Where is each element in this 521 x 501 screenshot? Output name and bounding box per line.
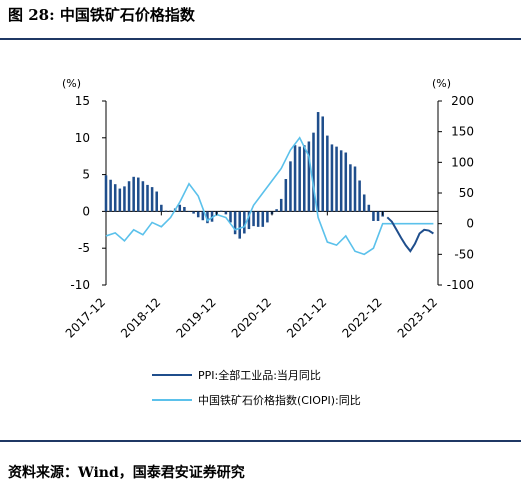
ppi-bar: [206, 211, 209, 224]
ppi-bar: [210, 211, 214, 222]
ppi-bar: [252, 211, 255, 227]
ppi-bar: [150, 187, 154, 212]
ppi-bars: [104, 112, 384, 239]
series-lines: [105, 136, 434, 256]
x-tick-label: 2019-12: [173, 295, 218, 340]
ppi-bar: [132, 176, 135, 212]
right-tick-label: 150: [451, 125, 474, 139]
x-axis-ticks: 2017-12 2018-12 2019-12 2020-12 2021-12 2022-…: [63, 211, 440, 341]
ppi-bar: [201, 211, 205, 221]
ppi-bar: [284, 179, 288, 212]
left-tick-label: -10: [70, 278, 90, 292]
ppi-bar: [279, 198, 283, 212]
ppi-bar: [266, 211, 269, 223]
ppi-bar: [349, 164, 352, 212]
ppi-bar: [196, 211, 200, 218]
ppi-bar: [358, 180, 361, 212]
ciopi-line: [105, 136, 434, 256]
ppi-line: [386, 216, 434, 253]
ppi-bar: [289, 161, 292, 212]
ppi-bar: [326, 135, 329, 212]
legend-label-ppi: PPI:全部工业品:当月同比: [198, 368, 321, 382]
right-tick-label: 100: [451, 155, 474, 169]
ppi-bar: [293, 145, 297, 212]
ppi-bar: [312, 132, 315, 212]
left-tick-label: 10: [75, 131, 90, 145]
ppi-bar: [141, 181, 145, 212]
right-tick-label: -100: [447, 278, 474, 292]
figure-title: 图 28: 中国铁矿石价格指数: [8, 6, 195, 24]
ppi-bar: [362, 194, 366, 212]
ppi-bar: [376, 211, 380, 221]
ppi-bar: [275, 209, 278, 212]
left-tick-label: -5: [78, 241, 90, 255]
ppi-bar: [233, 211, 237, 235]
right-tick-label: 0: [466, 217, 474, 231]
ppi-bar: [316, 112, 320, 212]
right-axis-ticks: 200 150 100 50 0 -50 -100: [438, 94, 474, 292]
ppi-bar: [155, 191, 158, 212]
ppi-bar: [229, 211, 232, 223]
ppi-bar: [238, 211, 241, 239]
legend-label-ciopi: 中国铁矿石价格指数(CIOPI):同比: [198, 393, 361, 407]
bottom-rule: [0, 440, 521, 442]
left-tick-label: 0: [82, 204, 90, 218]
ppi-bar: [321, 116, 324, 212]
x-tick-label: 2017-12: [63, 295, 108, 340]
ppi-bar: [183, 206, 186, 212]
left-tick-label: 5: [82, 168, 90, 182]
left-tick-label: 15: [75, 94, 90, 108]
ppi-bar: [146, 184, 149, 212]
ppi-bar: [243, 211, 246, 234]
ppi-bar: [192, 211, 195, 214]
x-tick-label: 2020-12: [229, 295, 274, 340]
ppi-bar: [178, 204, 182, 212]
ppi-bar: [372, 211, 375, 221]
right-axis-unit: (%): [432, 77, 451, 90]
ppi-bar: [160, 204, 163, 212]
ppi-bar: [164, 210, 168, 212]
right-tick-label: -50: [454, 247, 474, 261]
x-tick-label: 2022-12: [339, 295, 384, 340]
ppi-bar: [224, 211, 228, 215]
ppi-bar: [113, 184, 117, 212]
ppi-bar: [330, 144, 334, 212]
ppi-bar: [118, 188, 122, 212]
ppi-bar: [137, 177, 140, 212]
top-rule: [0, 38, 521, 40]
x-tick-label: 2018-12: [118, 295, 163, 340]
ppi-bar: [169, 210, 172, 212]
ppi-bar: [353, 166, 357, 212]
ppi-bar: [220, 210, 223, 212]
ppi-bar: [339, 150, 343, 212]
ppi-bar: [256, 211, 260, 227]
x-tick-label: 2023-12: [395, 295, 440, 340]
ppi-bar: [261, 211, 265, 227]
ppi-bar: [303, 145, 306, 212]
ppi-bar: [187, 211, 191, 212]
source-note: 资料来源：Wind，国泰君安证券研究: [8, 465, 245, 481]
right-tick-label: 200: [451, 94, 474, 108]
ppi-bar: [335, 146, 338, 212]
legend: PPI:全部工业品:当月同比 中国铁矿石价格指数(CIOPI):同比: [152, 368, 361, 407]
ppi-bar: [367, 204, 371, 212]
ppi-bar: [127, 181, 131, 212]
ppi-bar: [344, 152, 348, 212]
ppi-bar: [298, 146, 301, 212]
right-tick-label: 50: [459, 186, 474, 200]
x-tick-label: 2021-12: [284, 295, 329, 340]
left-axis-ticks: 15 10 5 0 -5 -10: [70, 94, 106, 292]
ppi-bar: [109, 179, 112, 212]
ppi-bar: [307, 141, 311, 212]
ppi-bar: [247, 211, 251, 230]
ppi-bar: [104, 175, 108, 212]
left-axis-unit: (%): [62, 77, 81, 90]
ppi-bar: [123, 186, 126, 212]
